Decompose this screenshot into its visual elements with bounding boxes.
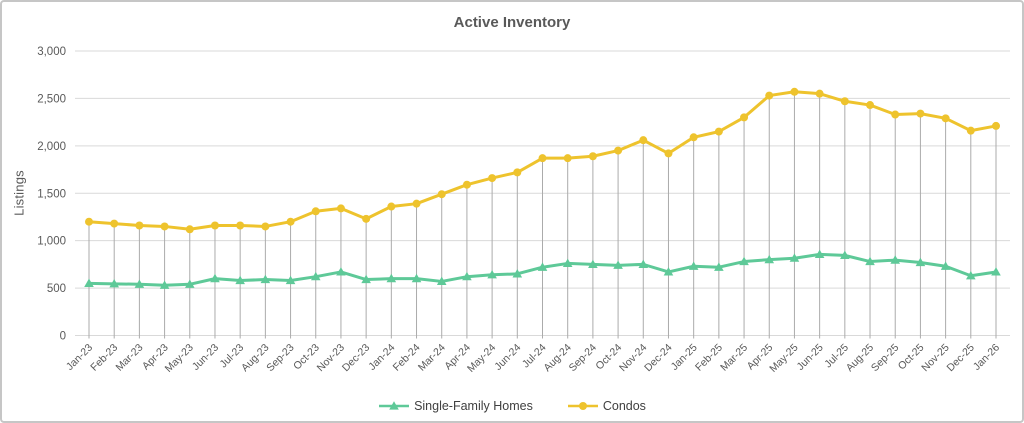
svg-text:2,000: 2,000 bbox=[37, 141, 66, 153]
svg-text:Dec-23: Dec-23 bbox=[340, 342, 373, 375]
svg-text:Mar-24: Mar-24 bbox=[416, 342, 448, 374]
svg-text:May-25: May-25 bbox=[767, 342, 800, 375]
svg-text:1,000: 1,000 bbox=[37, 236, 66, 248]
svg-text:Feb-25: Feb-25 bbox=[693, 342, 725, 374]
svg-text:1,500: 1,500 bbox=[37, 188, 66, 200]
legend-label-single-family-homes: Single-Family Homes bbox=[414, 399, 533, 413]
svg-text:Jan-26: Jan-26 bbox=[971, 342, 1002, 373]
svg-text:3,000: 3,000 bbox=[37, 46, 66, 58]
svg-text:2,500: 2,500 bbox=[37, 93, 66, 105]
svg-text:Sep-23: Sep-23 bbox=[264, 342, 297, 375]
svg-text:May-24: May-24 bbox=[465, 342, 498, 375]
svg-text:Dec-25: Dec-25 bbox=[944, 342, 977, 375]
svg-text:Jun-23: Jun-23 bbox=[190, 342, 221, 373]
legend-item-single-family-homes[interactable]: Single-Family Homes bbox=[378, 399, 533, 413]
svg-text:Feb-24: Feb-24 bbox=[391, 342, 423, 374]
svg-text:Jun-24: Jun-24 bbox=[492, 342, 523, 373]
svg-text:500: 500 bbox=[47, 283, 66, 295]
svg-text:0: 0 bbox=[60, 331, 66, 343]
svg-text:Sep-24: Sep-24 bbox=[567, 342, 600, 375]
svg-text:Dec-24: Dec-24 bbox=[642, 342, 675, 375]
condos-marker-icon bbox=[567, 402, 598, 410]
svg-text:Mar-25: Mar-25 bbox=[718, 342, 750, 374]
legend: Single-Family Homes Condos bbox=[2, 399, 1022, 413]
chart-title: Active Inventory bbox=[453, 14, 571, 31]
legend-label-condos: Condos bbox=[602, 399, 646, 413]
svg-text:Feb-23: Feb-23 bbox=[88, 342, 120, 374]
svg-text:Sep-25: Sep-25 bbox=[869, 342, 902, 375]
single-family-homes-marker-icon bbox=[379, 401, 410, 410]
svg-text:May-23: May-23 bbox=[163, 342, 196, 375]
legend-item-condos[interactable]: Condos bbox=[567, 399, 646, 413]
svg-text:Mar-23: Mar-23 bbox=[114, 342, 146, 374]
svg-text:Jun-25: Jun-25 bbox=[795, 342, 826, 373]
